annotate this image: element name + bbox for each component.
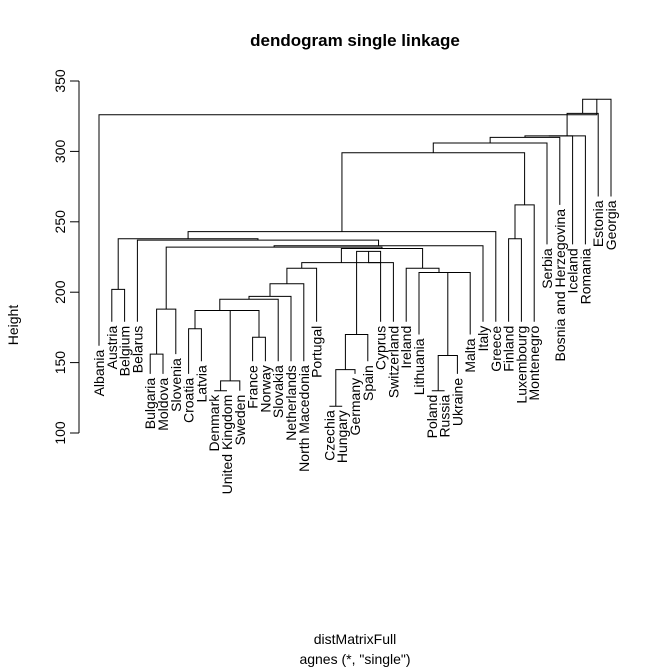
leaf-label: North Macedonia bbox=[296, 365, 312, 472]
leaf-label: Sweden bbox=[232, 395, 248, 446]
merge-link bbox=[340, 248, 424, 269]
merge-link bbox=[269, 283, 305, 362]
leaf-label: Spain bbox=[360, 365, 376, 401]
x-axis-label: distMatrixFull bbox=[314, 631, 396, 647]
leaf-label: Montenegro bbox=[526, 326, 542, 401]
dendrogram-links bbox=[98, 98, 612, 407]
leaf-label: Denmark bbox=[206, 394, 222, 452]
chart-title: dendogram single linkage bbox=[250, 31, 460, 50]
leaf-label: Croatia bbox=[181, 378, 197, 423]
merge-link bbox=[344, 333, 369, 370]
leaf-label: Belarus bbox=[129, 326, 145, 373]
merge-link bbox=[220, 380, 241, 391]
leaf-label: Germany bbox=[347, 378, 363, 436]
merge-link bbox=[341, 152, 526, 232]
y-tick-label: 200 bbox=[52, 280, 68, 304]
leaf-label: Slovenia bbox=[168, 358, 184, 412]
leaf-label: Belgium bbox=[117, 326, 133, 377]
leaf-label: Greece bbox=[488, 326, 504, 372]
y-axis: 100 150 200 250 300 350 bbox=[52, 69, 80, 445]
merge-link bbox=[111, 288, 126, 322]
leaf-label: Malta bbox=[462, 338, 478, 372]
merge-link bbox=[566, 112, 599, 197]
y-tick-label: 100 bbox=[52, 421, 68, 445]
leaf-label: Switzerland bbox=[385, 326, 401, 398]
merge-link bbox=[219, 298, 279, 362]
leaf-label: Moldova bbox=[155, 378, 171, 431]
leaf-label: Norway bbox=[257, 365, 273, 412]
leaf-label: Poland bbox=[424, 395, 440, 439]
leaf-label: Ukraine bbox=[449, 378, 465, 426]
merge-link bbox=[405, 267, 440, 322]
merge-link bbox=[273, 245, 484, 322]
leaf-label: Italy bbox=[475, 326, 491, 352]
leaf-label: Netherlands bbox=[283, 365, 299, 441]
leaf-label: Bosnia and Herzegovina bbox=[552, 209, 568, 362]
merge-link bbox=[548, 135, 586, 245]
leaf-label: France bbox=[245, 365, 261, 409]
leaf-label: Luxembourg bbox=[513, 326, 529, 404]
merge-link bbox=[252, 336, 266, 362]
leaf-label: Hungary bbox=[334, 410, 350, 463]
merge-link bbox=[165, 246, 383, 310]
leaf-label: Austria bbox=[104, 326, 120, 370]
merge-link bbox=[508, 238, 522, 322]
leaf-label: United Kingdom bbox=[219, 395, 235, 495]
leaf-label: Ireland bbox=[398, 326, 414, 369]
leaf-label: Bulgaria bbox=[142, 378, 158, 430]
leaf-label: Georgia bbox=[603, 200, 619, 250]
merge-link bbox=[149, 353, 164, 374]
leaf-label: Lithuania bbox=[411, 338, 427, 395]
y-tick-label: 250 bbox=[52, 210, 68, 234]
leaf-label: Estonia bbox=[590, 200, 606, 247]
y-tick-label: 300 bbox=[52, 140, 68, 164]
merge-link bbox=[194, 310, 245, 329]
leaf-label: Serbia bbox=[539, 248, 555, 289]
leaf-label: Finland bbox=[501, 326, 517, 372]
merge-link bbox=[117, 238, 259, 290]
leaf-label: Cyprus bbox=[373, 326, 389, 370]
merge-link bbox=[514, 204, 535, 322]
merge-link bbox=[301, 262, 381, 269]
leaf-label: Czechia bbox=[321, 410, 337, 461]
leaf-label: Romania bbox=[577, 248, 593, 304]
leaf-label: Iceland bbox=[565, 248, 581, 293]
chart-subtitle: agnes (*, "single") bbox=[299, 651, 410, 667]
merge-link bbox=[248, 295, 292, 362]
leaf-label: Albania bbox=[91, 349, 107, 396]
leaf-label: Slovakia bbox=[270, 365, 286, 418]
merge-link bbox=[156, 308, 177, 355]
leaf-label: Portugal bbox=[309, 326, 325, 378]
leaf-label: Latvia bbox=[193, 365, 209, 403]
merge-link bbox=[187, 231, 497, 322]
y-tick-label: 150 bbox=[52, 351, 68, 375]
merge-link bbox=[432, 142, 548, 245]
merge-link bbox=[418, 271, 459, 335]
merge-link bbox=[356, 250, 382, 335]
y-tick-label: 350 bbox=[52, 69, 68, 93]
leaf-label: Russia bbox=[437, 395, 453, 438]
merge-link bbox=[98, 99, 598, 346]
y-axis-label: Height bbox=[5, 305, 21, 346]
